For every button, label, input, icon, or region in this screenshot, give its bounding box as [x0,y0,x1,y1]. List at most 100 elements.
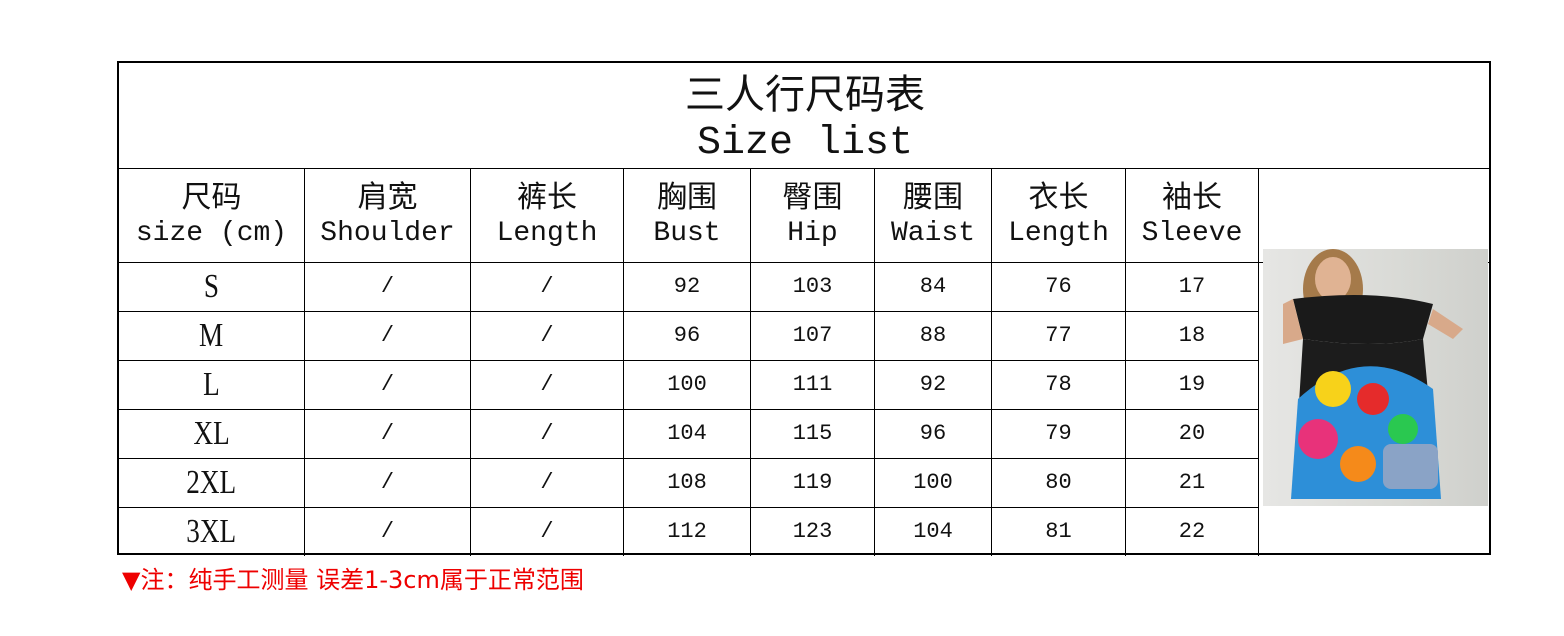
cell-value: 123 [792,519,833,545]
column-header-chinese: 肩宽 [357,179,418,215]
table-cell: 17 [1126,263,1259,312]
title-chinese: 三人行尺码表 [685,72,925,118]
cell-value: / [380,519,395,545]
cell-value: / [540,323,554,349]
cell-value: / [380,421,395,447]
cell-value: 111 [792,372,833,398]
table-cell: / [305,312,471,361]
column-header: 腰围 Waist [875,168,992,263]
table-cell: / [305,508,471,556]
cell-value: / [380,372,395,398]
column-header-chinese: 胸围 [657,179,717,215]
table-cell: 115 [751,410,875,459]
table-cell: 104 [624,410,751,459]
size-label-cell: 3XL [119,508,305,556]
cell-value: 17 [1178,274,1206,300]
table-cell: 78 [992,361,1126,410]
table-cell: / [305,410,471,459]
column-header: 胸围 Bust [624,168,751,263]
cell-value: 88 [919,323,947,349]
table-cell: 84 [875,263,992,312]
table-cell: 103 [751,263,875,312]
cell-value: / [380,470,395,496]
cell-value: 81 [1045,519,1072,545]
column-header-english: Hip [787,218,838,250]
table-cell: 107 [751,312,875,361]
cell-value: 112 [667,519,707,545]
size-label: 3XL [186,512,237,550]
size-label-cell: M [119,312,305,361]
cell-value: 100 [667,372,707,398]
size-label-cell: 2XL [119,459,305,508]
product-photo [1263,249,1488,506]
size-label-cell: L [119,361,305,410]
cell-value: / [380,274,395,300]
table-cell: 108 [624,459,751,508]
table-cell: 119 [751,459,875,508]
size-label: L [203,365,220,403]
table-title: 三人行尺码表 Size list [119,63,1491,169]
cell-value: / [540,372,554,398]
table-cell: / [305,459,471,508]
table-cell: 18 [1126,312,1259,361]
column-header-english: Length [496,218,598,250]
table-cell: 88 [875,312,992,361]
cell-value: 119 [792,470,833,496]
cell-value: 20 [1178,421,1206,447]
cell-value: 92 [673,274,701,300]
cell-value: / [540,274,554,300]
cell-value: 79 [1045,421,1072,447]
cell-value: 104 [913,519,953,545]
title-english: Size list [696,121,914,166]
table-cell: 104 [875,508,992,556]
table-cell: 96 [624,312,751,361]
size-chart-table: 三人行尺码表 Size list 尺码 size (cm) 肩宽 Shoulder 裤长… [117,61,1491,556]
table-cell: / [471,508,624,556]
measurement-note: ▼注：纯手工测量 误差1-3cm属于正常范围 [122,566,584,594]
cell-value: 107 [792,323,833,349]
size-label: 2XL [186,463,237,501]
cell-value: 104 [667,421,707,447]
size-label: XL [193,414,230,452]
table-cell: / [305,263,471,312]
table-cell: 92 [875,361,992,410]
table-cell: 76 [992,263,1126,312]
column-header-chinese: 袖长 [1162,179,1222,215]
column-header-english: Sleeve [1141,218,1243,250]
cell-value: 19 [1178,372,1206,398]
table-cell: 80 [992,459,1126,508]
table-cell: 22 [1126,508,1259,556]
cell-value: / [540,519,554,545]
cell-value: 22 [1178,519,1206,545]
cell-value: 80 [1045,470,1072,496]
column-header: 衣长 Length [992,168,1126,263]
cell-value: / [380,323,395,349]
column-header-english: Waist [890,218,975,250]
column-header-chinese: 衣长 [1028,179,1089,215]
column-header: 袖长 Sleeve [1126,168,1259,263]
cell-value: 77 [1045,323,1072,349]
cell-value: 100 [913,470,953,496]
table-cell: 20 [1126,410,1259,459]
column-header-chinese: 裤长 [517,179,577,215]
cell-value: 96 [673,323,701,349]
column-header-english: Bust [653,218,721,250]
table-cell: / [471,263,624,312]
table-cell: / [305,361,471,410]
cell-value: 108 [667,470,707,496]
cell-value: 78 [1045,372,1072,398]
cell-value: 115 [792,421,833,447]
table-cell: 112 [624,508,751,556]
table-cell: / [471,410,624,459]
table-cell: 100 [875,459,992,508]
table-cell: 19 [1126,361,1259,410]
size-label-cell: S [119,263,305,312]
table-cell: 79 [992,410,1126,459]
table-cell: 111 [751,361,875,410]
column-header-english: size (cm) [135,218,288,250]
size-label-cell: XL [119,410,305,459]
column-header-english: Length [1008,218,1109,250]
table-cell: 96 [875,410,992,459]
table-cell: / [471,459,624,508]
size-label: S [203,267,220,305]
